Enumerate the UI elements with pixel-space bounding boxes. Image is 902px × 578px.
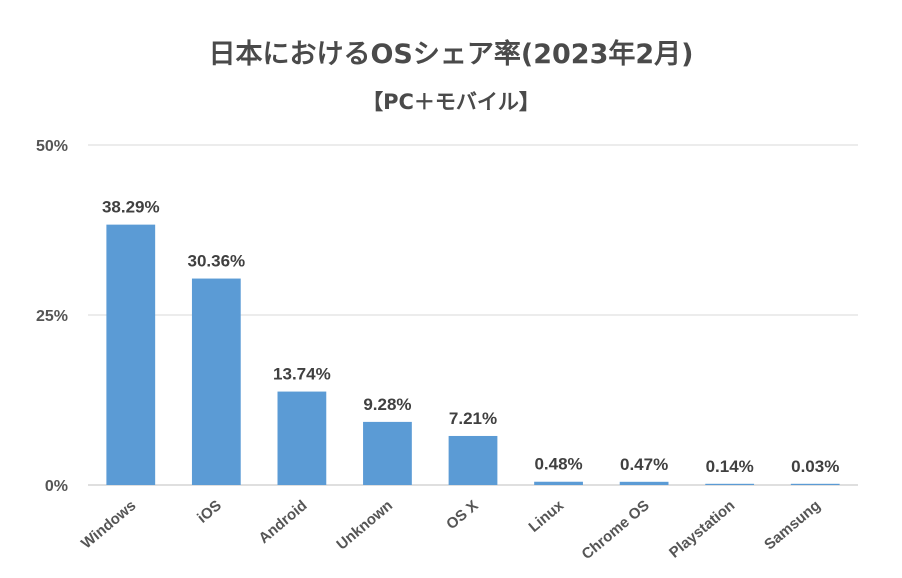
x-tick-label: iOS <box>194 497 225 527</box>
data-label: 0.14% <box>706 457 754 476</box>
y-tick-label: 25% <box>36 308 68 325</box>
data-label: 30.36% <box>187 252 245 271</box>
x-tick-label: OS X <box>443 497 481 533</box>
data-label: 0.48% <box>534 455 582 474</box>
bar-android <box>277 391 327 485</box>
bar-os-x <box>448 435 498 485</box>
bar-unknown <box>363 421 412 485</box>
bars <box>106 224 840 486</box>
y-tick-label: 50% <box>36 138 68 155</box>
bar-chrome-os <box>619 481 669 485</box>
data-label: 0.03% <box>791 457 839 476</box>
chart-subtitle: 【PC＋モバイル】 <box>362 90 540 114</box>
y-axis: 0% 25% 50% <box>36 138 68 495</box>
x-tick-label: Chrome OS <box>579 497 653 563</box>
bar-ios <box>191 278 241 485</box>
data-label: 0.47% <box>620 455 668 474</box>
data-labels: 38.29% 30.36% 13.74% 9.28% 7.21% 0.48% 0.47% 0.… <box>102 198 839 476</box>
bar-samsung <box>790 483 840 485</box>
x-tick-label: Linux <box>526 497 568 536</box>
data-label: 13.74% <box>273 365 331 384</box>
x-tick-label: Windows <box>78 497 139 552</box>
data-label: 38.29% <box>102 198 160 217</box>
x-tick-label: Android <box>255 497 310 547</box>
data-label: 7.21% <box>449 409 497 428</box>
bar-windows <box>106 224 156 486</box>
bar-playstation <box>705 483 755 485</box>
x-tick-label: Unknown <box>333 497 396 553</box>
x-tick-label: Samsung <box>761 497 824 553</box>
x-axis: Windows iOS Android Unknown OS X Linux Chrome … <box>78 497 824 563</box>
bar-linux <box>534 481 583 485</box>
y-tick-label: 0% <box>45 478 68 495</box>
data-label: 9.28% <box>363 395 411 414</box>
chart-title: 日本におけるOSシェア率(2023年2月) <box>208 39 694 70</box>
x-tick-label: Playstation <box>666 497 738 561</box>
